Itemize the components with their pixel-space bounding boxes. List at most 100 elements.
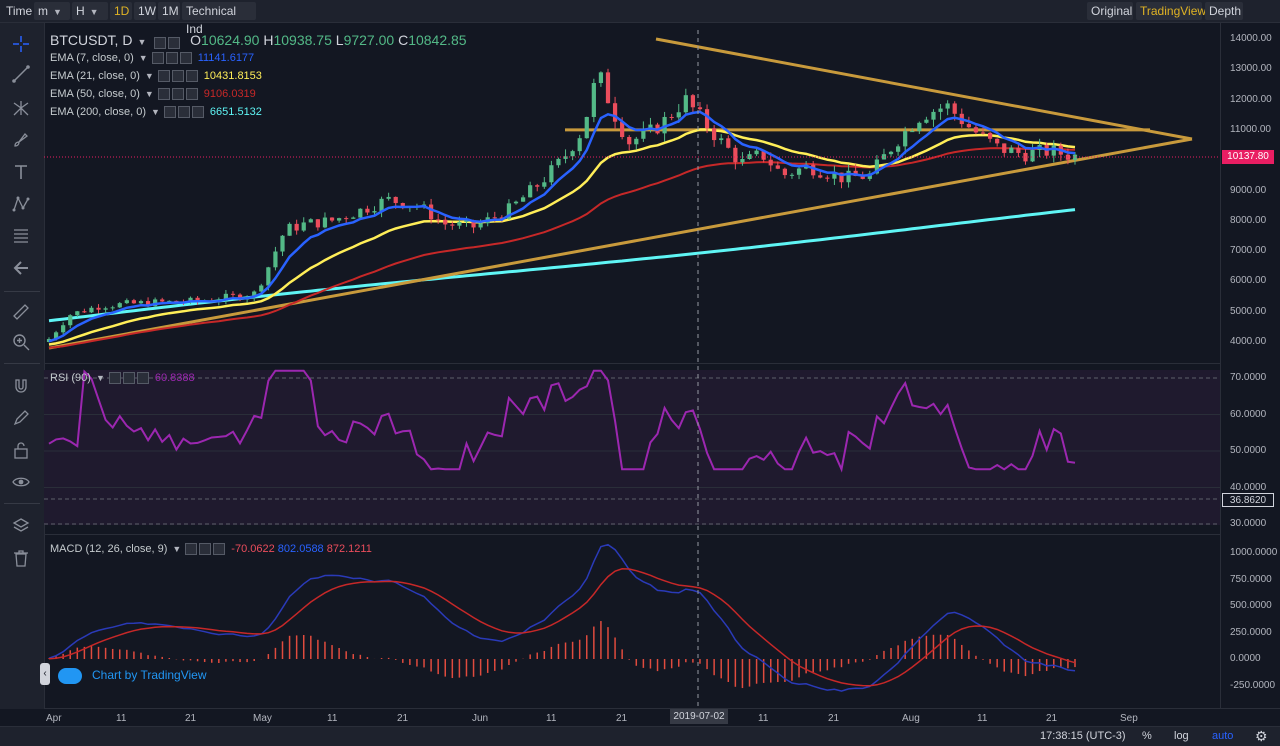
candle-body (464, 220, 469, 222)
candle-body (46, 339, 52, 342)
candle-body (846, 170, 851, 183)
candle-body (237, 294, 243, 300)
log-toggle[interactable]: log (1174, 730, 1189, 742)
magnet-icon[interactable] (10, 375, 32, 397)
time-tick: 21 (185, 713, 197, 724)
candle-body (591, 83, 596, 117)
open-value: 10624.90 (201, 32, 260, 48)
candle-body (344, 218, 349, 220)
technical-indicators-button[interactable]: Technical Ind (182, 2, 256, 36)
candle-body (68, 315, 73, 326)
candle-body (542, 182, 547, 187)
settings-gear-icon[interactable]: ⚙ (1255, 728, 1268, 744)
candle-body (987, 132, 993, 139)
interval-1d-button[interactable]: 1D (110, 2, 132, 20)
legend-buttons[interactable] (157, 70, 200, 83)
legend-buttons[interactable] (185, 543, 227, 556)
candle-body (648, 124, 653, 130)
ema7-legend[interactable]: EMA (7, close, 0) ▼ 11141.6177 (50, 52, 255, 65)
ema21-legend[interactable]: EMA (21, close, 0) ▼ 10431.8153 (50, 70, 262, 83)
candle-body (825, 177, 830, 179)
candle-body (365, 208, 370, 213)
ema7-value: 11141.6177 (197, 52, 255, 64)
candle-body (620, 121, 625, 138)
eye-icon[interactable] (10, 471, 32, 493)
lock-icon[interactable] (10, 439, 32, 461)
trend-line-icon[interactable] (10, 63, 32, 85)
candle-body (443, 219, 448, 225)
candle-body (202, 301, 207, 303)
ema50-legend[interactable]: EMA (50, close, 0) ▼ 9106.0319 (50, 88, 256, 101)
legend-buttons[interactable] (154, 33, 182, 49)
candle-body (259, 285, 264, 292)
back-arrow-icon[interactable] (10, 257, 32, 279)
candle-body (1065, 154, 1071, 160)
candle-body (740, 159, 745, 163)
crosshair-icon[interactable] (10, 33, 32, 55)
minute-interval-select[interactable]: m ▼ (34, 2, 70, 20)
pattern-icon[interactable] (10, 193, 32, 215)
brush-icon[interactable] (10, 129, 32, 151)
ema50-label: EMA (50, close, 0) (50, 88, 140, 100)
candle-body (747, 154, 752, 160)
macd-legend[interactable]: MACD (12, 26, close, 9) ▼ -70.0622 802.058… (50, 543, 372, 556)
view-tradingview-button[interactable]: TradingView (1136, 2, 1206, 20)
collapse-toolbar-button[interactable]: ‹ (40, 663, 50, 685)
candle-body (754, 150, 759, 155)
time-tick: 21 (1046, 713, 1058, 724)
legend-buttons[interactable] (163, 106, 206, 119)
toolbar-divider (4, 503, 40, 504)
crosshair-date-tag: 2019-07-02 (670, 709, 728, 724)
candle-body (860, 176, 865, 179)
view-depth-button[interactable]: Depth (1205, 2, 1243, 20)
trash-icon[interactable] (10, 547, 32, 569)
rsi-current-tag: 36.8620 (1222, 493, 1274, 507)
interval-1w-button[interactable]: 1W (134, 2, 156, 20)
legend-buttons[interactable] (151, 52, 194, 65)
ema200-legend[interactable]: EMA (200, close, 0) ▼ 6651.5132 (50, 106, 262, 119)
rsi-value: 60.8388 (154, 372, 195, 384)
candle-body (804, 164, 809, 169)
hour-interval-select[interactable]: H ▼ (72, 2, 108, 20)
price-axis-border (1220, 23, 1221, 709)
rsi-legend[interactable]: RSI (90) ▼ 60.8388 (50, 372, 195, 385)
symbol-label[interactable]: BTCUSDT, D (50, 32, 133, 48)
candle-body (634, 138, 639, 145)
price-tick: 6000.00 (1230, 275, 1267, 287)
percent-toggle[interactable]: % (1142, 730, 1152, 742)
time-tick: 11 (116, 713, 127, 724)
auto-toggle[interactable]: auto (1212, 730, 1234, 742)
text-tool-icon[interactable] (10, 161, 32, 183)
interval-1m-button[interactable]: 1M (158, 2, 180, 20)
candle-body (393, 196, 398, 204)
legend-buttons[interactable] (157, 88, 200, 101)
candle-body (712, 128, 717, 141)
rsi-path (48, 369, 1076, 473)
candle-body (160, 299, 165, 302)
pitchfork-icon[interactable] (10, 97, 32, 119)
time-axis-border (44, 708, 1280, 709)
fib-icon[interactable] (10, 225, 32, 247)
layers-icon[interactable] (10, 515, 32, 537)
high-label: H (263, 32, 274, 48)
candle-body (181, 302, 186, 304)
legend-buttons[interactable] (108, 372, 151, 385)
stay-in-drawing-icon[interactable] (10, 407, 32, 429)
macd-label: MACD (12, 26, close, 9) (50, 543, 168, 555)
candle-body (301, 222, 306, 231)
candle-body (556, 158, 561, 166)
candle-body (428, 204, 434, 220)
rsi-band (44, 370, 1220, 525)
view-original-button[interactable]: Original (1087, 2, 1133, 20)
candle-body (782, 168, 787, 176)
price-tick: 7000.00 (1230, 245, 1267, 257)
candle-body (549, 165, 554, 183)
ruler-icon[interactable] (10, 301, 32, 323)
candle-body (216, 300, 221, 302)
zoom-icon[interactable] (10, 331, 32, 353)
watermark[interactable]: Chart by TradingView (58, 668, 207, 684)
rsi-tick: 60.0000 (1230, 408, 1267, 420)
time-tick: 21 (616, 713, 628, 724)
candle-body (245, 296, 250, 300)
chevron-down-icon: ▼ (89, 7, 99, 17)
